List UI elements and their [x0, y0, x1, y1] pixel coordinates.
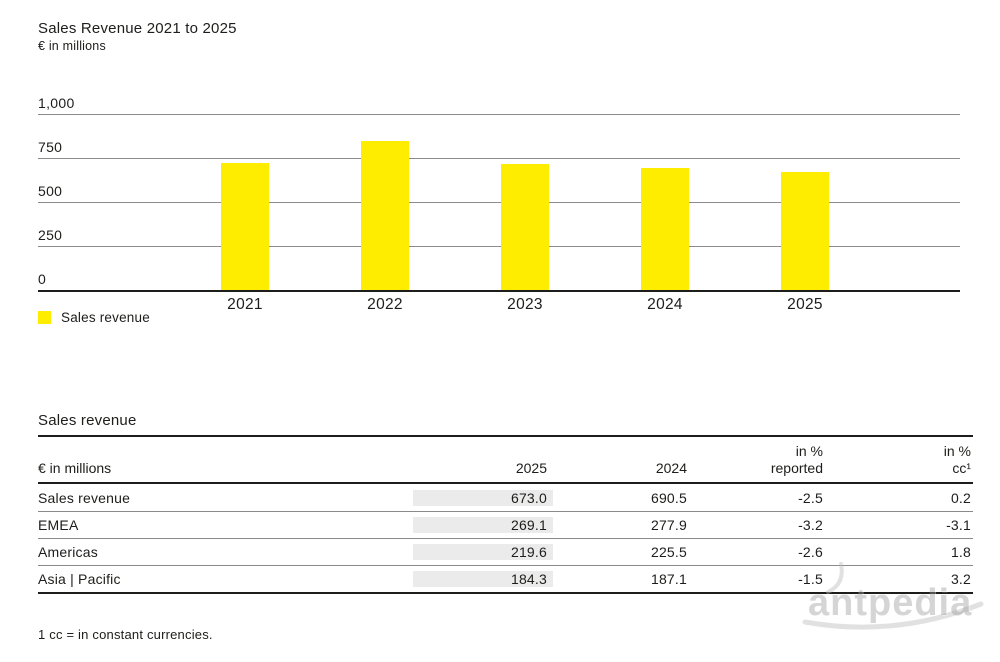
- legend-swatch-icon: [38, 311, 51, 324]
- gridline-500: [38, 202, 960, 203]
- row-label: EMEA: [38, 517, 79, 533]
- table-row: Sales revenue 673.0 690.5 -2.5 0.2: [38, 484, 973, 511]
- cell-value: -3.2: [798, 517, 823, 533]
- row-label: Asia | Pacific: [38, 571, 121, 587]
- table-header-col-2024: 2024: [655, 460, 687, 476]
- y-axis-tick-label: 250: [38, 227, 63, 243]
- cell-value: 269.1: [413, 517, 553, 533]
- gridline-750: [38, 158, 960, 159]
- chart-legend: Sales revenue: [38, 310, 150, 325]
- y-axis-tick-label: 750: [38, 139, 63, 155]
- gridline-0: [38, 290, 960, 292]
- table-header-col-cc¹: in % cc¹: [943, 443, 971, 476]
- table-header-col-reported: in % reported: [770, 443, 823, 476]
- cell-value: -2.6: [798, 544, 823, 560]
- cell-value: -1.5: [798, 571, 823, 587]
- table-header-row: € in millions 2025 2024 in % reported in % cc¹: [38, 437, 973, 484]
- cell-value: 277.9: [650, 517, 687, 533]
- gridline-250: [38, 246, 960, 247]
- x-axis-tick-label: 2022: [367, 296, 403, 313]
- x-axis-tick-label: 2024: [647, 296, 683, 313]
- bar-2022: [361, 141, 409, 290]
- y-axis-tick-label: 0: [38, 271, 47, 287]
- page-title: Sales Revenue 2021 to 2025: [38, 20, 237, 37]
- bar-2021: [221, 163, 269, 290]
- row-label: Americas: [38, 544, 98, 560]
- sales-revenue-table-section: Sales revenue € in millions 2025 2024 in % r…: [38, 412, 973, 594]
- chart-unit-label: € in millions: [38, 39, 106, 53]
- table-body: Sales revenue 673.0 690.5 -2.5 0.2 EMEA 269.1 2…: [38, 484, 973, 594]
- cell-value: 673.0: [413, 489, 553, 506]
- row-label: Sales revenue: [38, 489, 131, 506]
- legend-label: Sales revenue: [61, 310, 150, 325]
- cell-value: 3.2: [950, 571, 971, 587]
- bar-2023: [501, 163, 549, 290]
- cell-value: 690.5: [650, 489, 687, 506]
- cell-value: 0.2: [950, 489, 971, 506]
- table-row: Asia | Pacific 184.3 187.1 -1.5 3.2: [38, 565, 973, 592]
- cell-value: 1.8: [950, 544, 971, 560]
- bar-chart: 0 250 500 750 1,000 2021 2022 2023 2024 2025: [38, 95, 960, 320]
- y-axis-tick-label: 500: [38, 183, 63, 199]
- cell-value: -2.5: [798, 489, 823, 506]
- cell-value: 187.1: [650, 571, 687, 587]
- cell-value: 225.5: [650, 544, 687, 560]
- x-axis-tick-label: 2021: [227, 296, 263, 313]
- x-axis-tick-label: 2025: [787, 296, 823, 313]
- bar-2024: [641, 168, 689, 290]
- footnote: 1 cc = in constant currencies.: [38, 627, 213, 642]
- table-row: EMEA 269.1 277.9 -3.2 -3.1: [38, 511, 973, 538]
- table-row: Americas 219.6 225.5 -2.6 1.8: [38, 538, 973, 565]
- cell-value: 219.6: [413, 544, 553, 560]
- cell-value: -3.1: [946, 517, 971, 533]
- gridline-1000: [38, 114, 960, 115]
- table-header-unit: € in millions: [38, 460, 112, 476]
- x-axis-tick-label: 2023: [507, 296, 543, 313]
- y-axis-tick-label: 1,000: [38, 95, 75, 111]
- table-section-title: Sales revenue: [38, 412, 973, 437]
- table-header-col-2025: 2025: [515, 460, 547, 476]
- bar-2025: [781, 171, 829, 290]
- cell-value: 184.3: [413, 571, 553, 587]
